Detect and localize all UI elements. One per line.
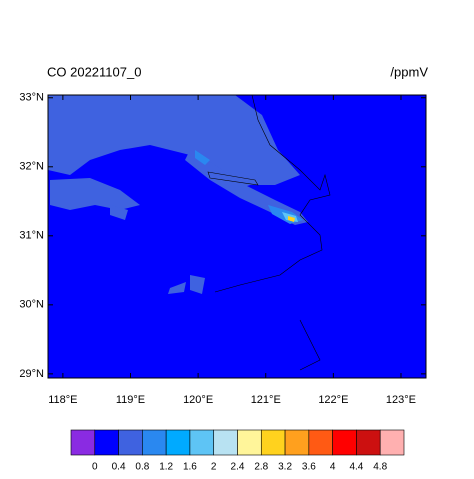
y-tick-label: 30°N <box>19 299 44 311</box>
colorbar-label: 1.2 <box>159 462 173 473</box>
x-tick-label: 118°E <box>48 394 77 406</box>
colorbar-label: 2.8 <box>254 462 268 473</box>
colorbar-label: 0 <box>92 462 98 473</box>
colorbar-box <box>308 429 333 456</box>
colorbar-label: 4.8 <box>373 462 387 473</box>
colorbar-label: 3.2 <box>278 462 292 473</box>
map <box>47 94 427 379</box>
y-tick-label: 31°N <box>19 230 44 242</box>
colorbar-box <box>332 429 357 456</box>
plume <box>185 150 308 225</box>
colorbar-label: 0.4 <box>112 462 126 473</box>
x-tick-label: 119°E <box>116 394 145 406</box>
chart-title: CO 20221107_0 <box>47 64 141 79</box>
colorbar-box <box>356 429 381 456</box>
colorbar-label: 0.8 <box>135 462 149 473</box>
field-peak <box>288 216 295 222</box>
field-area <box>168 275 205 294</box>
coastline <box>207 94 331 371</box>
colorbar-box <box>237 429 262 456</box>
y-tick-label: 29°N <box>19 368 44 380</box>
colorbar-box <box>165 429 191 456</box>
colorbar-box <box>118 429 143 456</box>
colorbar-box <box>142 429 167 456</box>
y-tick-label: 33°N <box>19 92 44 104</box>
x-tick-label: 122°E <box>318 394 348 406</box>
colorbar-label: 1.6 <box>183 462 197 473</box>
field-peak <box>195 150 210 165</box>
colorbar-label: 2.4 <box>231 462 245 473</box>
x-tick-label: 121°E <box>251 394 281 406</box>
colorbar-box <box>284 429 310 456</box>
field-area <box>110 205 128 220</box>
colorbar-box <box>94 429 119 456</box>
colorbar-label: 4 <box>330 462 336 473</box>
colorbar-box <box>260 429 286 456</box>
units: /ppmV <box>390 64 428 79</box>
plot-frame <box>47 94 427 379</box>
field-area <box>48 95 300 190</box>
colorbar-box <box>213 429 238 456</box>
colorbar-box <box>189 429 215 456</box>
colorbar-label: 2 <box>211 462 217 473</box>
x-tick-label: 123°E <box>386 394 416 406</box>
field-area <box>50 178 140 210</box>
y-tick-label: 32°N <box>19 161 44 173</box>
x-tick-label: 120°E <box>183 394 213 406</box>
colorbar-label: 3.6 <box>302 462 316 473</box>
colorbar-box <box>70 429 96 456</box>
colorbar-box <box>379 429 405 456</box>
colorbar-label: 4.4 <box>349 462 363 473</box>
